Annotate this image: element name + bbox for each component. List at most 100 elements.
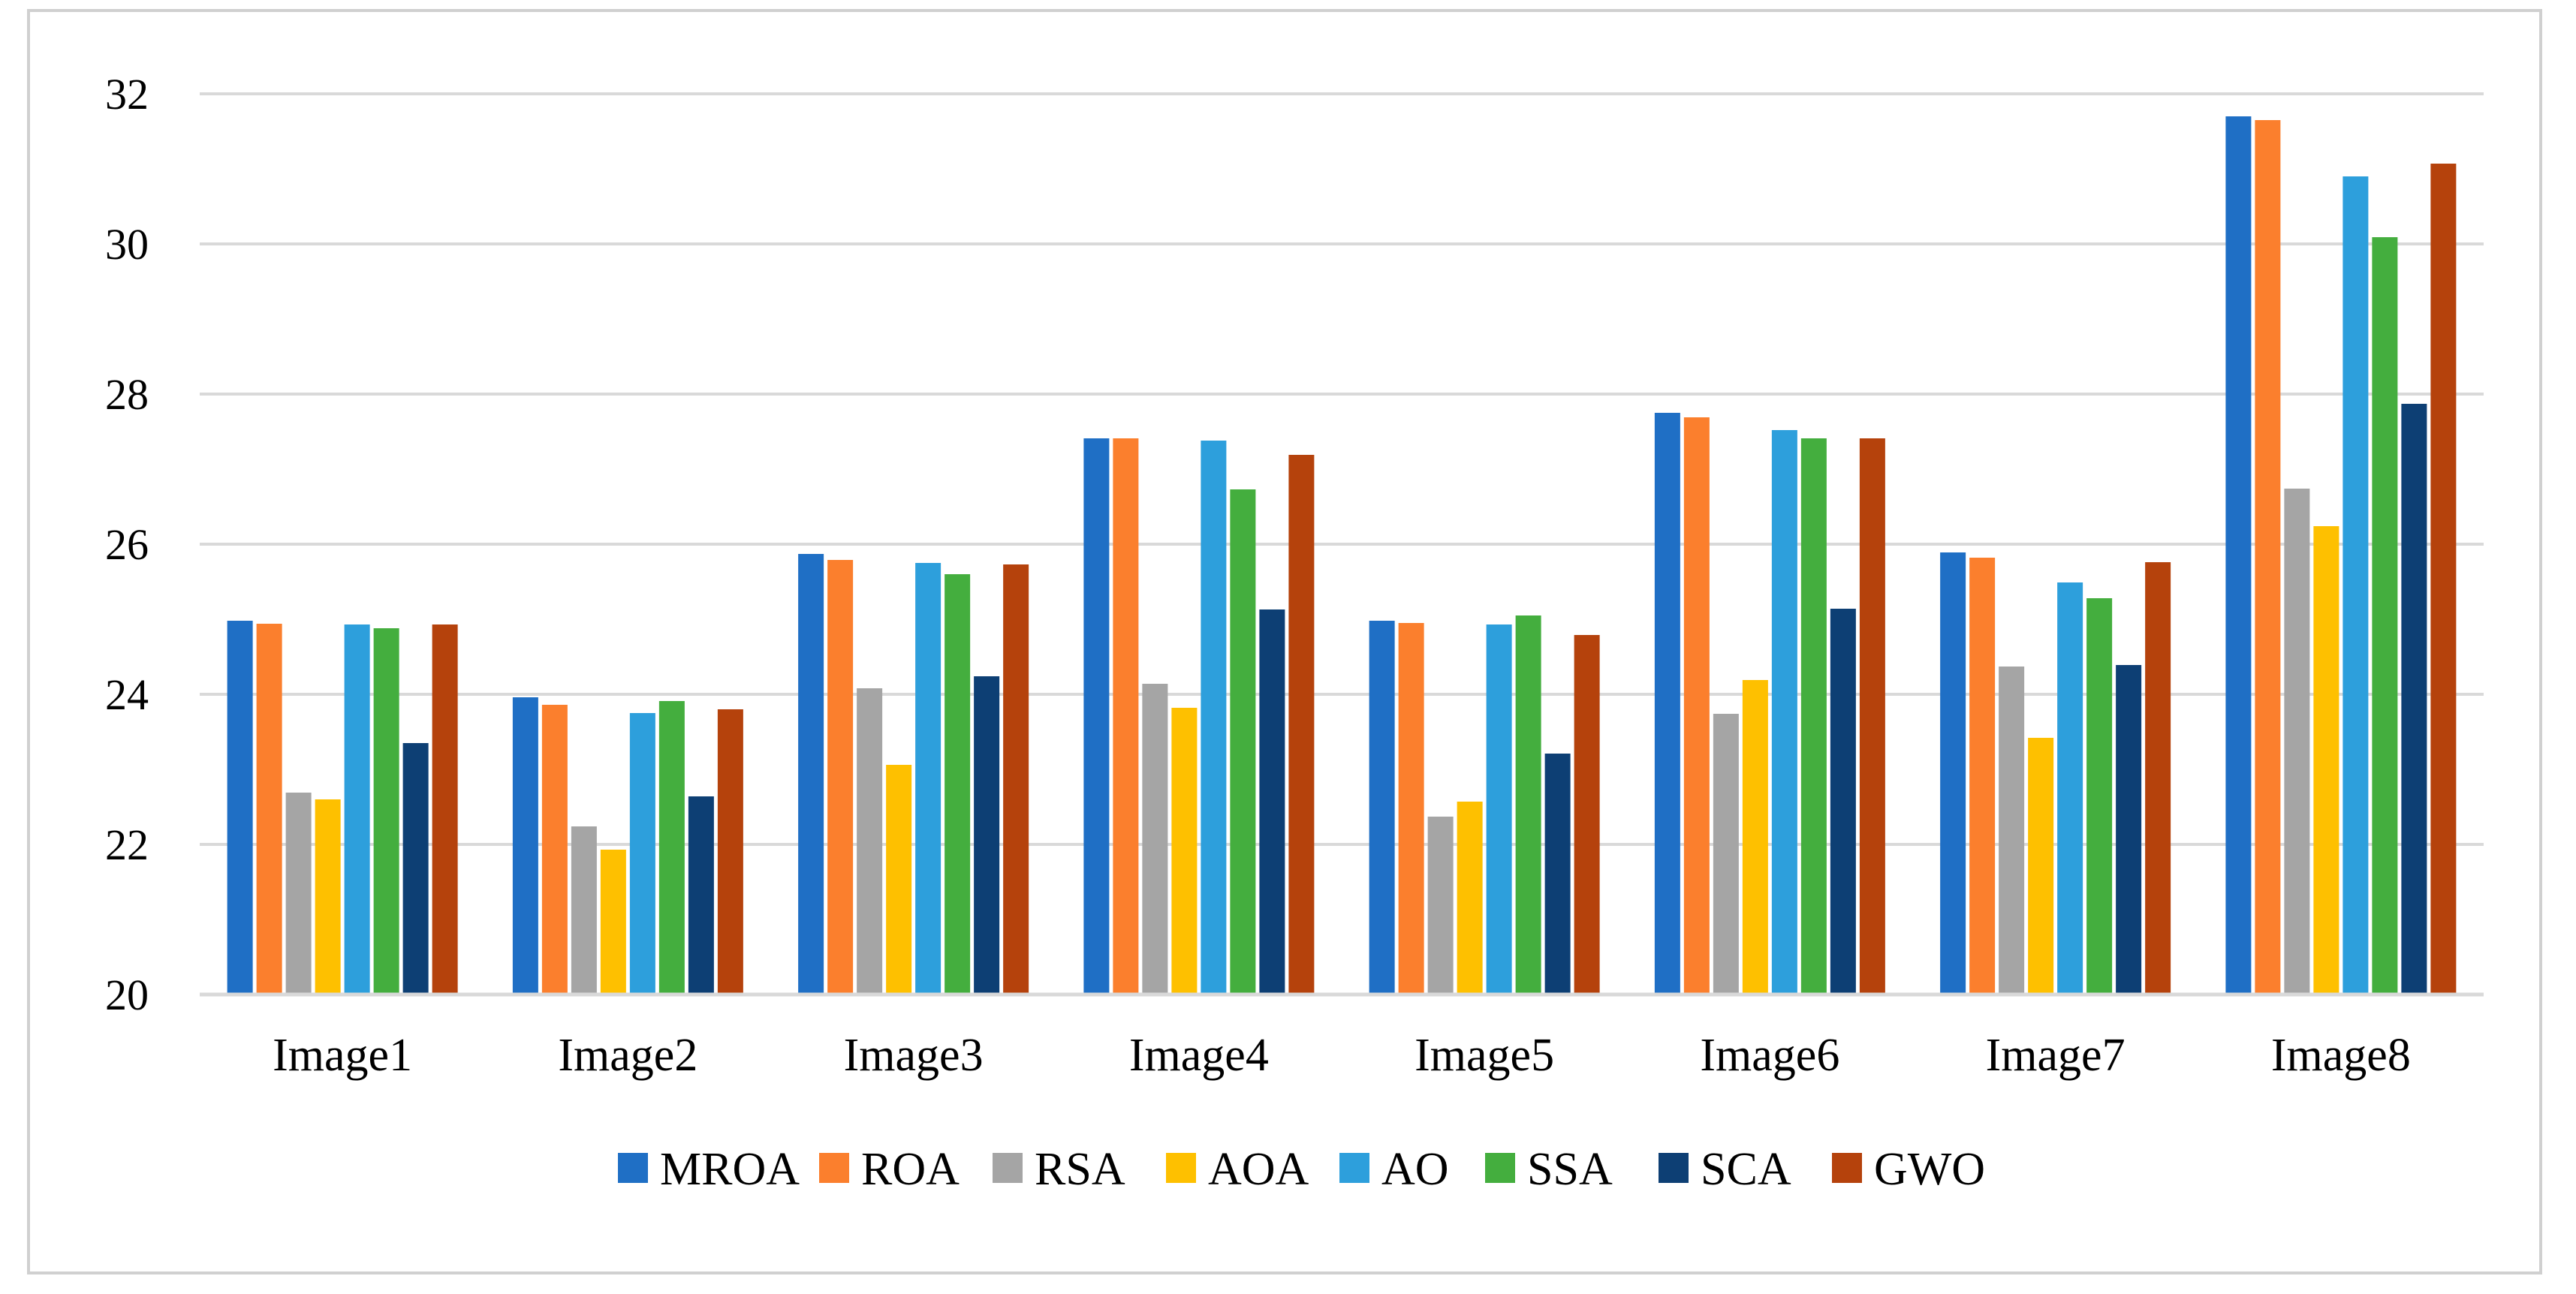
bar-ssa-image4 xyxy=(1230,489,1256,995)
bar-gwo-image6 xyxy=(1859,438,1885,995)
bar-gwo-image3 xyxy=(1003,564,1029,995)
y-tick-label: 20 xyxy=(105,971,149,1019)
legend-item-aoa: AOA xyxy=(1166,1144,1309,1195)
bar-ssa-image5 xyxy=(1515,615,1541,995)
bar-mroa-image8 xyxy=(2225,116,2252,995)
bar-sca-image4 xyxy=(1259,609,1285,995)
bar-aoa-image7 xyxy=(2028,738,2054,995)
bar-roa-image4 xyxy=(1113,438,1139,995)
y-tick-label: 28 xyxy=(105,370,149,419)
legend-item-ssa: SSA xyxy=(1485,1144,1613,1195)
bar-rsa-image3 xyxy=(857,688,883,995)
bar-mroa-image1 xyxy=(227,621,253,995)
bar-gwo-image1 xyxy=(432,624,458,995)
bar-aoa-image8 xyxy=(2313,526,2339,995)
bar-ao-image2 xyxy=(629,713,655,995)
chart-frame: 20 22 24 26 28 30 32 Image1 Image2 Image3 Image4 I… xyxy=(27,9,2542,1274)
y-tick-label: 26 xyxy=(105,520,149,569)
x-category-label: Image4 xyxy=(1129,1030,1269,1081)
x-category-label: Image8 xyxy=(2271,1030,2411,1081)
bar-mroa-image6 xyxy=(1654,413,1680,995)
y-tick-label: 24 xyxy=(105,670,149,719)
bar-sca-image7 xyxy=(2116,665,2142,995)
bar-sca-image6 xyxy=(1830,609,1856,995)
x-category-label: Image7 xyxy=(1986,1030,2126,1081)
bar-roa-image5 xyxy=(1398,623,1424,995)
legend-label: AOA xyxy=(1208,1144,1309,1195)
legend-label: SSA xyxy=(1527,1144,1613,1195)
bar-ao-image4 xyxy=(1201,441,1227,995)
bar-roa-image1 xyxy=(256,624,282,995)
bar-gwo-image5 xyxy=(1574,635,1600,995)
bar-rsa-image1 xyxy=(285,793,312,995)
legend: MROA ROA RSA AOA AO SSA SCA GWO xyxy=(618,1144,1985,1195)
x-axis-categories: Image1 Image2 Image3 Image4 Image5 Image6 Imag… xyxy=(273,1030,2411,1081)
bar-rsa-image7 xyxy=(1999,667,2025,995)
legend-label: SCA xyxy=(1701,1144,1791,1195)
bar-sca-image1 xyxy=(402,743,429,995)
legend-label: ROA xyxy=(861,1144,960,1195)
bar-ao-image1 xyxy=(344,624,370,995)
bar-gwo-image8 xyxy=(2430,164,2457,995)
x-category-label: Image3 xyxy=(844,1030,984,1081)
bar-ssa-image3 xyxy=(945,574,971,995)
bar-roa-image3 xyxy=(827,560,854,995)
bar-sca-image8 xyxy=(2401,404,2427,995)
legend-label: RSA xyxy=(1035,1144,1125,1195)
bar-gwo-image7 xyxy=(2145,562,2171,995)
bar-aoa-image6 xyxy=(1742,680,1768,995)
legend-item-roa: ROA xyxy=(819,1144,960,1195)
x-category-label: Image1 xyxy=(273,1030,412,1081)
bar-rsa-image5 xyxy=(1427,817,1454,995)
legend-item-gwo: GWO xyxy=(1832,1144,1985,1195)
bar-rsa-image8 xyxy=(2284,489,2310,995)
legend-item-mroa: MROA xyxy=(618,1144,800,1195)
x-category-label: Image6 xyxy=(1700,1030,1839,1081)
bar-ssa-image6 xyxy=(1800,438,1827,995)
bar-ao-image3 xyxy=(915,563,942,995)
bar-mroa-image3 xyxy=(798,554,824,995)
legend-label: GWO xyxy=(1874,1144,1985,1195)
bar-sca-image2 xyxy=(688,796,714,995)
bars xyxy=(227,116,2457,995)
legend-label: AO xyxy=(1381,1144,1449,1195)
bar-rsa-image4 xyxy=(1142,684,1168,995)
bar-ssa-image8 xyxy=(2372,237,2398,995)
bar-ssa-image1 xyxy=(373,628,399,995)
bar-ao-image6 xyxy=(1771,430,1797,995)
bar-ao-image7 xyxy=(2057,582,2083,995)
y-axis-ticks: 20 22 24 26 28 30 32 xyxy=(105,70,149,1019)
legend-item-ao: AO xyxy=(1339,1144,1449,1195)
y-tick-label: 22 xyxy=(105,820,149,869)
legend-swatch xyxy=(618,1153,648,1183)
legend-swatch xyxy=(819,1153,849,1183)
bar-aoa-image3 xyxy=(886,765,912,995)
y-tick-label: 32 xyxy=(105,70,149,119)
legend-label: MROA xyxy=(660,1144,800,1195)
bar-ao-image8 xyxy=(2343,176,2369,995)
bar-roa-image2 xyxy=(541,705,568,995)
legend-swatch xyxy=(1339,1153,1369,1183)
bar-aoa-image5 xyxy=(1457,802,1483,995)
legend-swatch xyxy=(1166,1153,1196,1183)
legend-swatch xyxy=(1659,1153,1689,1183)
bar-ssa-image7 xyxy=(2086,598,2113,995)
legend-item-sca: SCA xyxy=(1659,1144,1791,1195)
x-category-label: Image2 xyxy=(558,1030,697,1081)
bar-aoa-image1 xyxy=(315,799,341,995)
x-category-label: Image5 xyxy=(1415,1030,1554,1081)
bar-roa-image6 xyxy=(1683,417,1710,995)
bar-roa-image7 xyxy=(1969,558,1996,995)
bar-rsa-image6 xyxy=(1713,714,1739,995)
bar-mroa-image4 xyxy=(1083,438,1110,995)
bar-mroa-image5 xyxy=(1369,621,1395,995)
bar-aoa-image2 xyxy=(600,850,626,995)
bar-sca-image3 xyxy=(974,676,1000,995)
bar-mroa-image2 xyxy=(512,697,538,995)
bar-gwo-image2 xyxy=(717,709,743,995)
bar-rsa-image2 xyxy=(571,826,597,995)
bar-ao-image5 xyxy=(1486,624,1512,995)
bar-roa-image8 xyxy=(2255,120,2281,995)
y-tick-label: 30 xyxy=(105,220,149,269)
